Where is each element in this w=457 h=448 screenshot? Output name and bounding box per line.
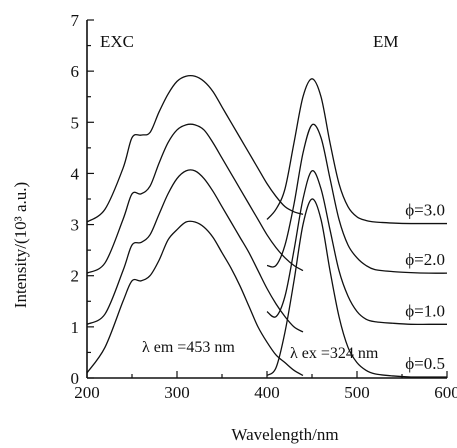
excitation-curve-phi-0-5	[86, 220, 304, 377]
phi-label-2-0: ϕ=2.0	[405, 250, 445, 269]
y-tick-label-7: 7	[71, 11, 80, 30]
y-tick-label-0: 0	[71, 369, 80, 388]
x-axis-title: Wavelength/nm	[231, 425, 338, 444]
phi-label-3-0: ϕ=3.0	[405, 201, 445, 220]
x-tick-label-500: 500	[344, 383, 370, 402]
phi-label-1-0: ϕ=1.0	[405, 301, 445, 320]
y-tick-label-2: 2	[71, 267, 80, 286]
labels-layer: EXC EM Wavelength/nm Intensity/(10³ a.u.…	[11, 32, 445, 444]
emission-curve-phi-3-0	[266, 78, 447, 225]
axes-layer: 200 300 400 500 600 0 1 2 3 4 5 6 7	[71, 11, 457, 402]
lambda-em-annotation: λ em =453 nm	[142, 339, 235, 356]
y-tick-label-4: 4	[71, 164, 80, 183]
x-tick-label-300: 300	[164, 383, 190, 402]
emission-curve-phi-1-0	[266, 170, 447, 326]
y-axis-title: Intensity/(10³ a.u.)	[11, 182, 30, 308]
phi-label-0-5: ϕ=0.5	[405, 354, 445, 373]
x-tick-label-200: 200	[74, 383, 100, 402]
lambda-ex-annotation: λ ex =324 nm	[290, 345, 379, 362]
y-tick-label-3: 3	[71, 216, 80, 235]
exc-panel-label: EXC	[100, 32, 134, 51]
emission-curve-phi-0-5	[266, 198, 447, 378]
y-tick-label-5: 5	[71, 113, 80, 132]
curves-layer	[86, 74, 448, 378]
em-panel-label: EM	[373, 32, 399, 51]
y-tick-label-6: 6	[71, 62, 80, 81]
emission-curve-phi-2-0	[266, 123, 448, 274]
x-tick-label-400: 400	[254, 383, 280, 402]
excitation-curve-phi-3-0	[86, 74, 304, 223]
excitation-curve-phi-2-0	[86, 123, 304, 274]
excitation-curve-phi-1-0	[86, 169, 304, 333]
x-tick-label-600: 600	[434, 383, 457, 402]
y-tick-label-1: 1	[71, 318, 80, 337]
